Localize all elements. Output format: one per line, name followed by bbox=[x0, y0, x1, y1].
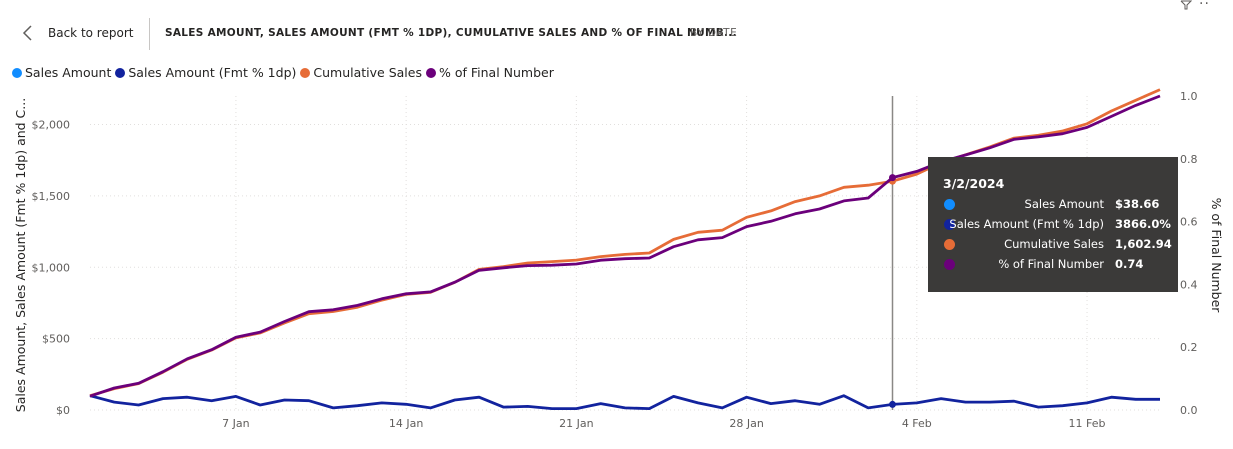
y-axis-title: Sales Amount, Sales Amount (Fmt % 1dp) a… bbox=[13, 98, 28, 412]
chevron-left-icon bbox=[22, 25, 32, 41]
tooltip-value: $38.66 bbox=[1115, 197, 1160, 211]
tooltip-marker bbox=[944, 219, 955, 230]
legend-marker bbox=[115, 67, 126, 78]
y2-tick-label: 0.2 bbox=[1180, 341, 1198, 354]
series-line bbox=[89, 394, 1160, 411]
hover-point bbox=[889, 400, 896, 408]
legend-label: Cumulative Sales bbox=[313, 65, 422, 80]
tooltip-marker bbox=[944, 239, 955, 250]
header-divider bbox=[149, 18, 150, 50]
tooltip-label: Sales Amount (Fmt % 1dp) bbox=[949, 217, 1104, 231]
y2-tick-label: 0.8 bbox=[1180, 153, 1198, 166]
y2-tick-label: 0.4 bbox=[1180, 278, 1198, 291]
visual-header: Back to report SALES AMOUNT, SALES AMOUN… bbox=[0, 0, 1233, 64]
legend-marker bbox=[12, 67, 22, 78]
chart-legend: Sales Amount Sales Amount (Fmt % 1dp) Cu… bbox=[12, 65, 558, 80]
more-options-icon[interactable]: ·· bbox=[1199, 0, 1210, 12]
y-tick-label: $1,500 bbox=[32, 190, 71, 203]
tooltip-label: Sales Amount bbox=[1024, 197, 1104, 211]
back-to-report-label: Back to report bbox=[48, 26, 134, 40]
legend-label: Sales Amount bbox=[25, 65, 112, 80]
chart-tooltip: 3/2/2024 Sales Amount $38.66 Sales Amoun… bbox=[928, 157, 1178, 292]
legend-marker bbox=[425, 67, 436, 78]
legend-item-pct-final[interactable]: % of Final Number bbox=[425, 65, 554, 80]
x-tick-label: 7 Jan bbox=[222, 417, 249, 430]
tooltip-value: 1,602.94 bbox=[1115, 237, 1172, 251]
tooltip-row: Cumulative Sales 1,602.94 bbox=[928, 237, 1178, 253]
x-tick-label: 21 Jan bbox=[559, 417, 593, 430]
tooltip-row: % of Final Number 0.74 bbox=[928, 257, 1178, 273]
y2-tick-label: 0.0 bbox=[1180, 404, 1198, 417]
x-tick-label: 28 Jan bbox=[729, 417, 763, 430]
visual-title: SALES AMOUNT, SALES AMOUNT (FMT % 1DP), … bbox=[165, 27, 737, 39]
tooltip-marker bbox=[944, 199, 955, 210]
legend-marker bbox=[300, 67, 311, 78]
y2-tick-label: 1.0 bbox=[1180, 90, 1198, 103]
tooltip-label: Cumulative Sales bbox=[1004, 237, 1104, 251]
legend-item-sales-amount[interactable]: Sales Amount bbox=[12, 65, 111, 80]
tooltip-label: % of Final Number bbox=[998, 257, 1104, 271]
tooltip-date: 3/2/2024 bbox=[943, 176, 1005, 191]
legend-label: % of Final Number bbox=[438, 65, 554, 80]
series-line bbox=[89, 94, 1161, 398]
legend-item-cumulative-sales[interactable]: Cumulative Sales bbox=[300, 65, 422, 80]
tooltip-marker bbox=[944, 259, 955, 270]
y2-axis-title: % of Final Number bbox=[1209, 198, 1224, 314]
y-tick-label: $0 bbox=[56, 404, 70, 417]
legend-item-sales-amount-fmt[interactable]: Sales Amount (Fmt % 1dp) bbox=[115, 65, 296, 80]
drill-level-label[interactable]: BY DATE bbox=[690, 27, 738, 39]
tooltip-value: 0.74 bbox=[1115, 257, 1144, 271]
x-tick-label: 4 Feb bbox=[902, 417, 932, 430]
x-tick-label: 11 Feb bbox=[1069, 417, 1106, 430]
hover-point bbox=[889, 174, 896, 182]
y2-tick-label: 0.6 bbox=[1180, 216, 1198, 229]
y-tick-label: $1,000 bbox=[32, 261, 71, 274]
y-tick-label: $2,000 bbox=[32, 119, 71, 132]
tooltip-value: 3866.0% bbox=[1115, 217, 1171, 231]
tooltip-row: Sales Amount (Fmt % 1dp) 3866.0% bbox=[928, 217, 1178, 233]
legend-label: Sales Amount (Fmt % 1dp) bbox=[128, 65, 297, 80]
x-tick-label: 14 Jan bbox=[389, 417, 423, 430]
y-tick-label: $500 bbox=[42, 333, 70, 346]
filter-icon[interactable] bbox=[1180, 0, 1192, 10]
tooltip-row: Sales Amount $38.66 bbox=[928, 197, 1178, 213]
back-to-report-button[interactable]: Back to report bbox=[20, 22, 133, 44]
